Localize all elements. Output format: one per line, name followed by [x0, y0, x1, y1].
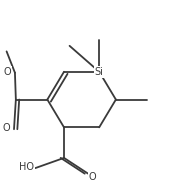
Text: O: O [89, 172, 96, 182]
Text: O: O [4, 67, 11, 77]
Text: Si: Si [95, 67, 104, 77]
Text: HO: HO [19, 162, 34, 172]
Text: O: O [3, 123, 10, 133]
